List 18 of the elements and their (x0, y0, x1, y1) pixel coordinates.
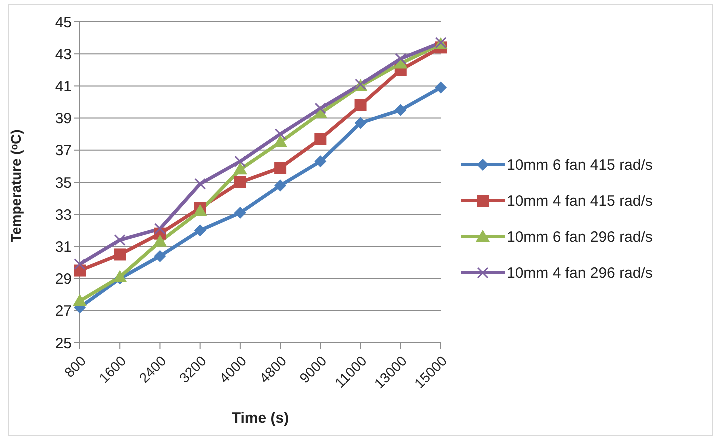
y-tick-label: 43 (55, 46, 72, 64)
x-tick-label: 800 (61, 352, 90, 381)
legend-label: 10mm 6 fan 296 rad/s (507, 228, 653, 246)
y-tick-label: 29 (55, 271, 72, 288)
y-tick-label: 27 (55, 303, 72, 320)
legend-label: 10mm 4 fan 415 rad/s (507, 192, 653, 210)
y-tick-label: 41 (55, 78, 72, 96)
y-tick-label: 39 (55, 110, 72, 128)
y-tick-label: 25 (55, 335, 72, 352)
y-axis-title: Temperature (ᵒC) (8, 130, 24, 242)
legend-label: 10mm 4 fan 296 rad/s (507, 264, 653, 282)
y-tick-label: 31 (55, 239, 72, 256)
y-tick-label: 33 (55, 206, 72, 224)
y-tick-label: 37 (55, 142, 72, 160)
legend-label: 10mm 6 fan 415 rad/s (507, 156, 653, 174)
y-tick-label: 45 (55, 14, 72, 32)
x-axis-title: Time (s) (232, 410, 290, 427)
y-tick-label: 35 (55, 174, 72, 192)
